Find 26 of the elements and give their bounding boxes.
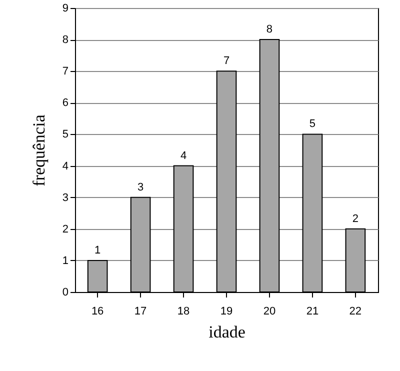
x-axis-title: idade bbox=[208, 322, 246, 342]
data-label: 3 bbox=[137, 181, 144, 194]
data-label: 2 bbox=[352, 212, 358, 225]
data-label: 8 bbox=[266, 24, 273, 36]
data-label: 5 bbox=[309, 118, 316, 130]
x-tick-label: 21 bbox=[306, 306, 319, 318]
x-tick-label: 22 bbox=[349, 306, 362, 318]
y-tick-label: 0 bbox=[62, 286, 68, 298]
y-tick-label: 1 bbox=[62, 254, 68, 267]
data-label: 1 bbox=[94, 244, 101, 256]
x-tick-label: 18 bbox=[177, 306, 190, 318]
x-tick-label: 17 bbox=[134, 306, 147, 318]
data-label: 7 bbox=[223, 55, 230, 68]
y-tick-label: 6 bbox=[62, 97, 68, 110]
y-axis-title: frequência bbox=[29, 114, 48, 186]
x-tick-label: 19 bbox=[220, 306, 233, 318]
y-tick-label: 4 bbox=[62, 160, 68, 172]
y-tick-label: 9 bbox=[62, 2, 68, 14]
y-tick-label: 5 bbox=[62, 128, 68, 141]
y-tick-label: 3 bbox=[62, 192, 68, 204]
y-tick-label: 7 bbox=[62, 66, 68, 78]
y-tick-label: 8 bbox=[62, 34, 68, 46]
data-label: 4 bbox=[180, 150, 187, 162]
x-tick-label: 20 bbox=[263, 306, 276, 318]
x-tick-label: 16 bbox=[91, 306, 104, 318]
y-tick-label: 2 bbox=[62, 223, 68, 236]
